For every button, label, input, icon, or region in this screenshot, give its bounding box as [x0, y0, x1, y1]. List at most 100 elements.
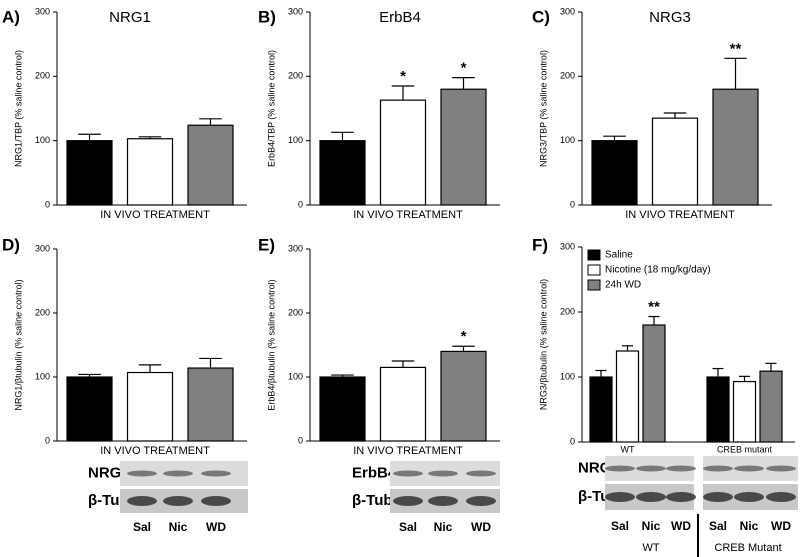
lane-label: Nic	[642, 519, 661, 533]
x-axis-label: IN VIVO TREATMENT	[353, 445, 463, 457]
x-axis-label: IN VIVO TREATMENT	[100, 209, 210, 221]
blot-label: β-Tub	[352, 492, 393, 509]
y-tick-label: 200	[560, 71, 575, 81]
blot-band	[428, 470, 458, 477]
legend-label: Saline	[605, 250, 633, 261]
bar	[187, 367, 234, 442]
significance: *	[461, 60, 467, 77]
lane-label: Nic	[740, 519, 759, 533]
blot-band	[703, 465, 733, 472]
bar	[651, 117, 699, 206]
blot-band	[605, 492, 635, 502]
significance: **	[648, 299, 660, 316]
bar	[379, 99, 427, 206]
legend-swatch	[587, 249, 601, 261]
x-axis-label: IN VIVO TREATMENT	[625, 209, 735, 221]
panel-letter: E)	[258, 235, 275, 254]
blot-band	[163, 496, 193, 506]
blot-label: β-Tub	[88, 492, 129, 509]
y-axis-label: NRG3/TBP (% saline control)	[538, 50, 548, 167]
y-tick-label: 300	[288, 243, 303, 253]
x-axis-label: IN VIVO TREATMENT	[353, 209, 463, 221]
legend-label: 24h WD	[605, 280, 641, 291]
y-tick-label: 0	[570, 199, 575, 209]
y-tick-label: 200	[288, 307, 303, 317]
y-tick-label: 300	[560, 6, 575, 16]
y-tick-label: 100	[288, 371, 303, 381]
bar	[126, 371, 174, 442]
blot-band	[734, 492, 764, 502]
bar	[615, 350, 640, 443]
bar	[712, 88, 759, 206]
legend-label: Nicotine (18 mg/kg/day)	[605, 265, 711, 276]
y-tick-label: 0	[298, 199, 303, 209]
bar	[187, 124, 234, 206]
blot-band	[201, 496, 231, 506]
lane-label: Nic	[434, 520, 453, 534]
y-tick-label: 300	[35, 243, 50, 253]
blot-band	[466, 496, 496, 506]
significance: **	[730, 40, 742, 57]
blot-band	[201, 470, 231, 477]
y-tick-label: 0	[298, 435, 303, 445]
bar	[379, 366, 427, 442]
y-tick-label: 100	[560, 135, 575, 145]
bar	[589, 376, 613, 443]
blot-band	[666, 492, 696, 502]
y-tick-label: 100	[288, 135, 303, 145]
y-tick-label: 300	[35, 6, 50, 16]
bar	[642, 324, 666, 443]
bar	[440, 88, 487, 206]
legend-swatch	[587, 264, 601, 276]
y-axis-label: NRG1/TBP (% saline control)	[13, 50, 23, 167]
y-tick-label: 100	[35, 135, 50, 145]
blot-band	[703, 492, 733, 502]
panel-letter: F)	[532, 235, 548, 254]
lane-label: Sal	[709, 519, 727, 533]
blot-band	[127, 496, 157, 506]
bar	[126, 138, 174, 206]
blot-group-label: CREB Mutant	[714, 542, 781, 554]
significance: *	[400, 68, 406, 85]
legend-swatch	[587, 279, 601, 291]
y-tick-label: 0	[570, 436, 575, 446]
lane-label: Nic	[169, 520, 188, 534]
y-tick-label: 100	[560, 371, 575, 381]
blot-band	[766, 465, 796, 472]
lane-label: WD	[471, 520, 491, 534]
blot-label: ErbB4	[352, 464, 397, 481]
significance: *	[461, 328, 467, 345]
y-axis-label: ErbB4/TBP (% saline control)	[266, 50, 276, 167]
lane-label: WD	[671, 519, 691, 533]
blot-band	[466, 470, 496, 477]
panel-letter: A)	[2, 7, 20, 26]
panel-letter: C)	[532, 7, 550, 26]
bar	[440, 350, 487, 442]
blot-group-label: WT	[642, 542, 659, 554]
blot-band	[428, 496, 458, 506]
y-tick-label: 300	[560, 241, 575, 251]
lane-label: Sal	[611, 519, 629, 533]
panel-letter: D)	[2, 235, 20, 254]
panel-letter: B)	[258, 7, 276, 26]
bar	[319, 140, 366, 206]
y-tick-label: 100	[35, 371, 50, 381]
blot-band	[734, 465, 764, 472]
bar	[66, 140, 113, 206]
y-axis-label: NRG3/βtubulin (% saline control)	[538, 279, 548, 410]
blot-band	[393, 470, 423, 477]
lane-label: WD	[206, 520, 226, 534]
blot-band	[127, 470, 157, 477]
y-axis-label: ErbB4/βtubulin (% saline control)	[266, 279, 276, 410]
blot-band	[393, 496, 423, 506]
y-tick-label: 200	[560, 306, 575, 316]
blot-band	[636, 465, 666, 472]
chart-title: NRG1	[109, 9, 151, 26]
blot-band	[666, 465, 696, 472]
group-label: CREB mutant	[717, 444, 773, 454]
y-axis-label: NRG1/βtubulin (% saline control)	[13, 279, 23, 410]
blot-band	[766, 492, 796, 502]
y-tick-label: 200	[35, 307, 50, 317]
y-tick-label: 300	[288, 6, 303, 16]
